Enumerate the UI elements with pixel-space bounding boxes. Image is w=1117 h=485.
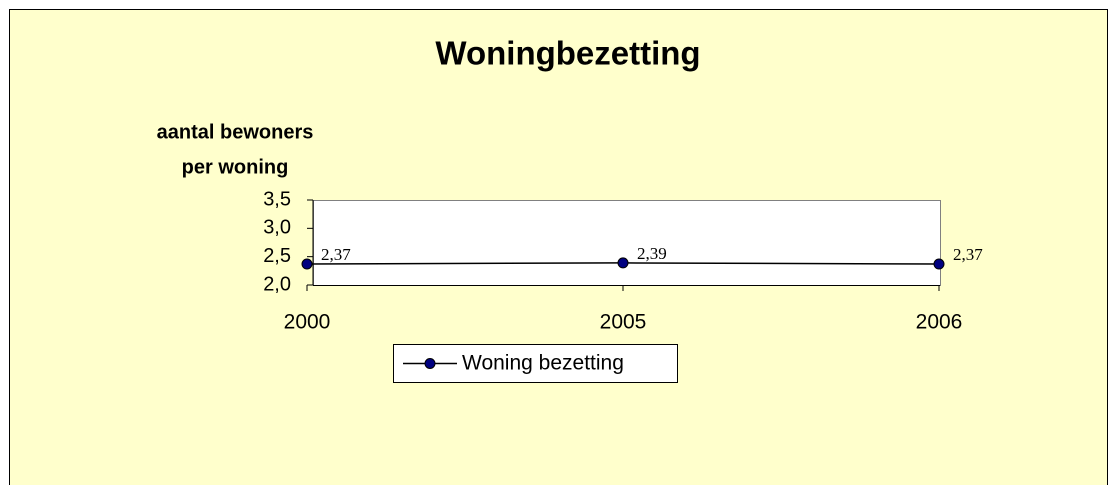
- x-tick-label: 2006: [916, 311, 963, 334]
- legend-label: Woning bezetting: [462, 352, 624, 375]
- x-tick-label: 2000: [284, 311, 331, 334]
- x-tick-label: 2005: [600, 311, 647, 334]
- point: [617, 257, 629, 269]
- y-tick-label: 2,5: [263, 245, 291, 267]
- point: [301, 258, 313, 270]
- chart-title: Woningbezetting: [435, 35, 700, 72]
- data-label: 2,37: [321, 245, 351, 264]
- plot-area: [313, 200, 941, 286]
- legend-marker: [424, 358, 436, 369]
- y-tick-label: 3,0: [263, 217, 291, 239]
- data-label: 2,39: [637, 244, 667, 263]
- data-label: 2,37: [953, 245, 983, 264]
- y-tick-label: 3,5: [263, 188, 291, 210]
- point: [933, 258, 945, 270]
- y-axis-title: per woning: [182, 156, 289, 178]
- y-tick-label: 2,0: [263, 273, 291, 295]
- y-axis-title: aantal bewoners: [157, 121, 314, 143]
